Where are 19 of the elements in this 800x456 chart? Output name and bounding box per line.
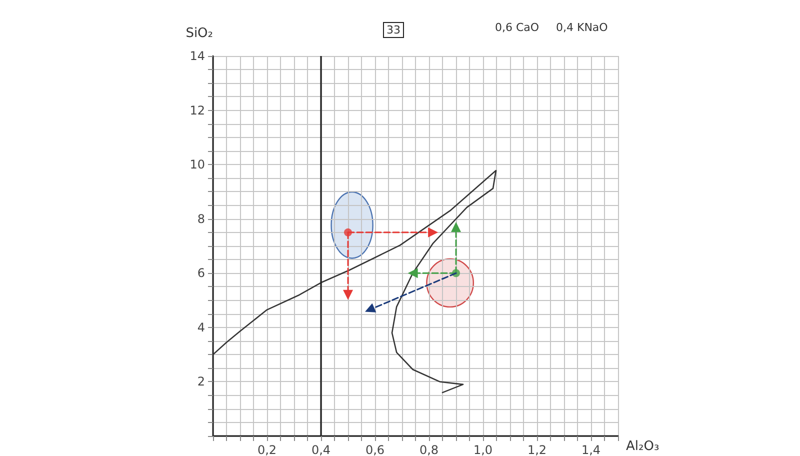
y-tick-label: 2 [197,374,205,389]
text: 33 [386,24,400,36]
y-tick-label: 6 [197,266,205,280]
x-tick-label: 0,2 [257,443,277,456]
y-tick-label: 4 [197,320,205,334]
x-tick-label: 0,8 [419,443,439,456]
x-axis-title: Al₂O₃ [626,439,660,454]
x-tick-label: 0,4 [311,443,331,456]
y-tick-label: 14 [190,49,205,63]
text: 0,6 CaO [495,21,540,34]
y-axis-title: SiO₂ [186,26,213,41]
y-tick-label: 12 [190,103,205,118]
y-tick-label: 10 [190,158,205,172]
x-tick-label: 0,6 [365,443,385,456]
x-tick-label: 1,2 [527,443,547,456]
y-tick-label: 8 [197,212,205,226]
text: 0,4 KNaO [556,21,608,34]
x-tick-label: 1,4 [581,443,601,456]
x-tick-label: 1,0 [473,443,493,456]
